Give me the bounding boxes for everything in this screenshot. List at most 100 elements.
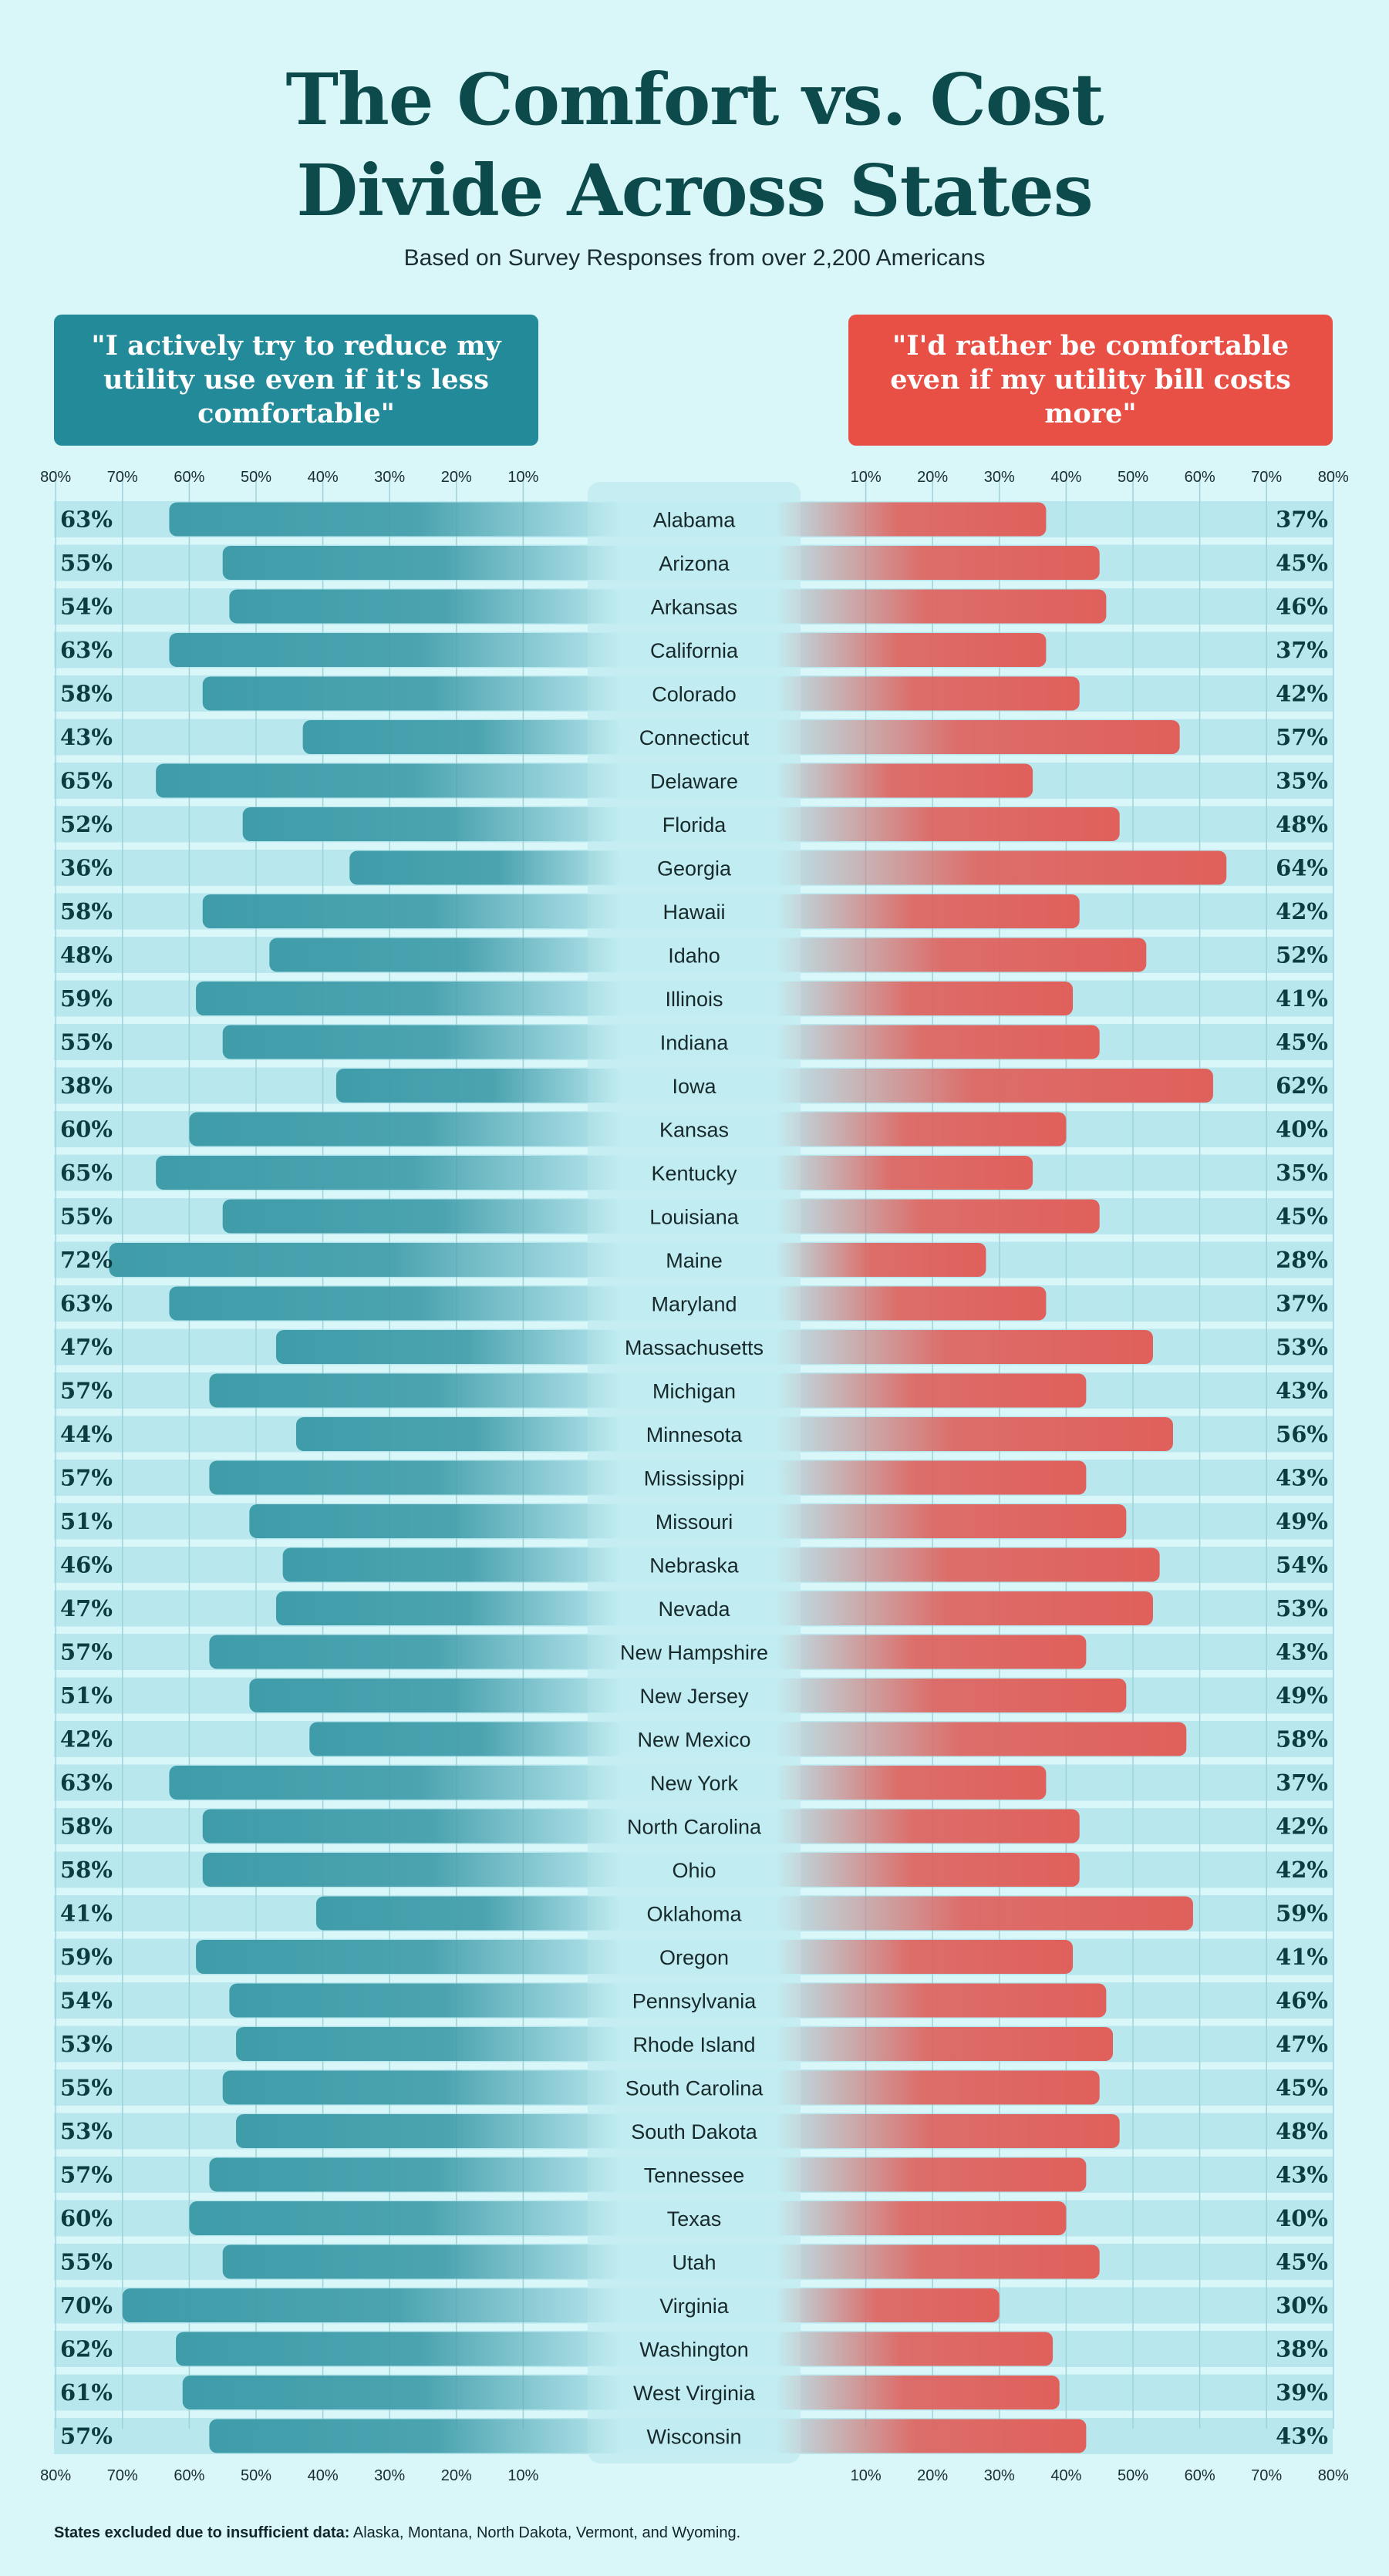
left-bar <box>222 1025 621 1059</box>
state-label: Illinois <box>665 988 723 1011</box>
right-bar <box>776 982 1074 1015</box>
left-bar <box>209 1373 621 1408</box>
right-bar <box>776 2376 1060 2409</box>
left-value-label: 62% <box>60 2336 113 2362</box>
state-label: Kentucky <box>651 1162 737 1185</box>
right-value-label: 42% <box>1276 1857 1328 1883</box>
axis-tick-label: 60% <box>174 2467 204 2484</box>
axis-tick-label: 80% <box>40 469 71 486</box>
left-bar <box>282 1547 621 1582</box>
right-value-label: 42% <box>1276 681 1328 707</box>
right-bar <box>776 1112 1067 1147</box>
state-label: Oregon <box>659 1946 729 1969</box>
axis-tick-label: 30% <box>984 469 1015 486</box>
right-value-label: 41% <box>1276 985 1328 1012</box>
right-bar <box>776 1983 1107 2018</box>
left-bar <box>236 2114 621 2148</box>
axis-tick-label: 80% <box>1318 2467 1349 2484</box>
right-value-label: 46% <box>1276 1988 1328 2014</box>
left-value-label: 70% <box>60 2292 113 2318</box>
state-label: New Mexico <box>637 1729 750 1752</box>
left-bar <box>209 2157 621 2192</box>
right-value-label: 48% <box>1276 811 1328 837</box>
state-label: Virginia <box>659 2295 730 2318</box>
right-bar <box>776 633 1047 667</box>
left-bar <box>209 1460 621 1495</box>
right-value-label: 37% <box>1276 1770 1328 1796</box>
right-bar <box>776 1417 1173 1451</box>
right-value-label: 43% <box>1276 2423 1328 2450</box>
right-value-label: 64% <box>1276 855 1328 881</box>
right-value-label: 30% <box>1276 2292 1328 2318</box>
right-bar <box>776 546 1100 580</box>
left-value-label: 57% <box>60 1378 113 1404</box>
right-value-label: 43% <box>1276 1465 1328 1491</box>
left-bar <box>189 2201 621 2235</box>
state-label: Pennsylvania <box>632 1990 757 2013</box>
left-value-label: 54% <box>60 1988 113 2014</box>
axis-tick-label: 50% <box>1118 2467 1148 2484</box>
state-label: Idaho <box>668 945 720 968</box>
axis-tick-label: 50% <box>241 2467 271 2484</box>
footnote: States excluded due to insufficient data… <box>54 2524 740 2542</box>
right-value-label: 53% <box>1276 1334 1328 1360</box>
state-label: California <box>650 639 739 662</box>
right-bar <box>776 1460 1087 1495</box>
left-bar <box>275 1330 621 1364</box>
right-value-label: 28% <box>1276 1247 1328 1273</box>
state-label: Texas <box>667 2207 722 2231</box>
right-value-label: 35% <box>1276 1160 1328 1186</box>
axis-tick-label: 30% <box>374 469 405 486</box>
left-value-label: 36% <box>60 855 113 881</box>
left-value-label: 65% <box>60 1160 113 1186</box>
right-value-label: 37% <box>1276 507 1328 533</box>
axis-tick-label: 10% <box>507 2467 538 2484</box>
left-bar <box>302 720 621 754</box>
left-value-label: 55% <box>60 1204 113 1230</box>
state-label: Missouri <box>656 1510 733 1534</box>
center-panel <box>588 482 801 2463</box>
left-bar <box>122 2288 622 2322</box>
state-label: Indiana <box>660 1032 730 1055</box>
left-value-label: 63% <box>60 637 113 663</box>
left-bar <box>242 807 621 841</box>
axis-tick-label: 60% <box>174 469 204 486</box>
right-bar <box>776 2288 1000 2322</box>
left-value-label: 51% <box>60 1508 113 1534</box>
left-value-label: 53% <box>60 2031 113 2057</box>
state-label: Alabama <box>653 509 737 532</box>
left-bar <box>202 676 622 711</box>
left-bar <box>196 1940 621 1974</box>
left-bar <box>196 982 621 1015</box>
left-bar <box>249 1679 621 1712</box>
axis-tick-label: 30% <box>984 2467 1015 2484</box>
left-value-label: 58% <box>60 681 113 707</box>
right-bar <box>776 1940 1074 1974</box>
axis-tick-label: 70% <box>1251 469 1282 486</box>
left-bar <box>295 1417 621 1451</box>
right-value-label: 42% <box>1276 1813 1328 1840</box>
left-bar <box>169 633 622 667</box>
right-bar <box>776 1069 1213 1103</box>
state-label: Nevada <box>658 1598 730 1621</box>
left-bar <box>335 1069 621 1103</box>
left-value-label: 59% <box>60 985 113 1012</box>
left-value-label: 61% <box>60 2379 113 2406</box>
right-bar <box>776 1504 1127 1538</box>
left-value-label: 60% <box>60 1116 113 1143</box>
left-bar <box>269 938 621 972</box>
left-bar <box>189 1112 621 1147</box>
right-value-label: 43% <box>1276 2162 1328 2188</box>
right-value-label: 53% <box>1276 1595 1328 1621</box>
left-value-label: 55% <box>60 2249 113 2275</box>
left-bar <box>209 1635 621 1669</box>
left-value-label: 44% <box>60 1421 113 1447</box>
left-value-label: 51% <box>60 1682 113 1709</box>
state-label: South Carolina <box>625 2077 764 2100</box>
title-line-1: The Comfort vs. Cost <box>285 58 1104 141</box>
right-bar <box>776 807 1120 841</box>
title-line-2: Divide Across States <box>296 149 1093 232</box>
state-label: Louisiana <box>649 1206 740 1229</box>
state-label: Utah <box>672 2251 716 2275</box>
left-value-label: 57% <box>60 1465 113 1491</box>
